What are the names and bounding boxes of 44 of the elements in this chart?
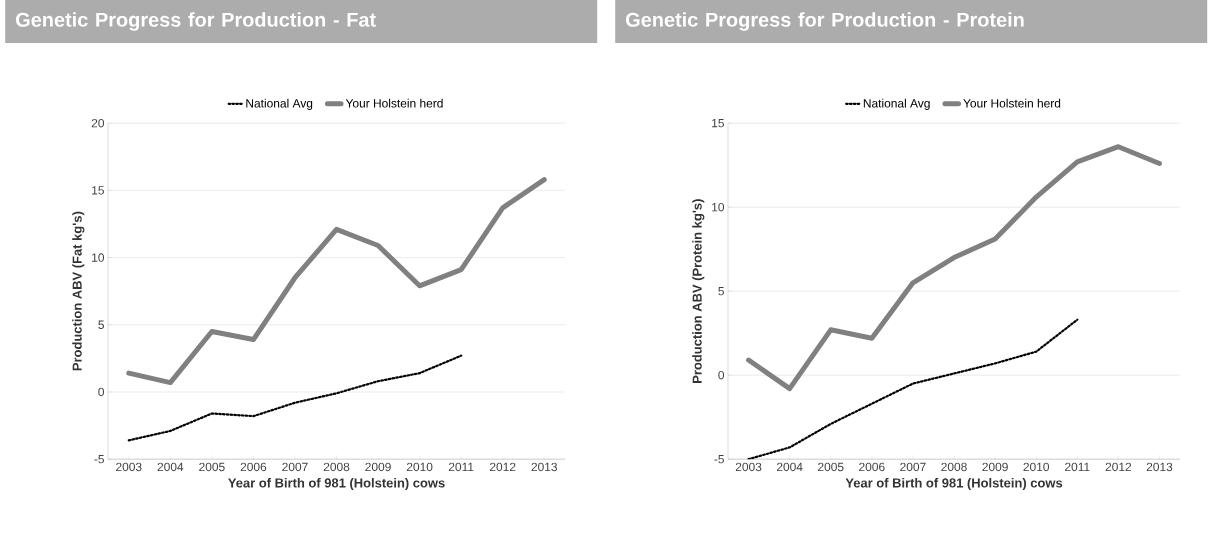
x-tick-label: 2009 [982, 462, 1008, 472]
x-axis-title: Year of Birth of 981 (Holstein) cows [228, 477, 445, 490]
x-tick-label: 2004 [157, 462, 184, 472]
x-tick-label: 2005 [199, 462, 225, 472]
x-tick-label: 2011 [1065, 462, 1090, 472]
x-tick-label: 2011 [448, 462, 474, 472]
x-tick-label: 2013 [1146, 462, 1173, 472]
y-tick-label: 20 [91, 118, 105, 128]
chart-title: Genetic Progress for Production - Protein [626, 12, 1024, 31]
y-axis-title: Production ABV (Fat kg's) [72, 211, 85, 371]
x-tick-label: 2003 [116, 462, 142, 472]
x-tick-label: 2007 [282, 462, 308, 472]
y-tick-label: 5 [718, 286, 724, 296]
legend-label: Your Holstein herd [345, 98, 443, 108]
y-tick-label: 0 [718, 370, 725, 380]
x-tick-label: 2013 [531, 462, 558, 472]
x-axis-title: Year of Birth of 981 (Holstein) cows [845, 477, 1063, 490]
y-tick-label: -5 [714, 454, 724, 464]
x-tick-label: 2010 [1023, 462, 1050, 472]
legend-label: National Avg [863, 98, 930, 110]
x-tick-label: 2009 [365, 462, 391, 472]
x-tick-label: 2004 [776, 462, 803, 472]
x-tick-label: 2008 [323, 462, 350, 472]
y-tick-label: 10 [712, 202, 725, 212]
legend-label: National Avg [246, 98, 313, 110]
y-tick-label: 5 [98, 320, 104, 329]
line-series [127, 354, 463, 442]
y-tick-label: -5 [94, 454, 104, 464]
x-tick-label: 2012 [1105, 462, 1132, 472]
x-tick-label: 2010 [406, 462, 433, 472]
x-tick-label: 2006 [240, 462, 267, 472]
x-tick-label: 2003 [735, 462, 762, 472]
x-tick-label: 2008 [941, 462, 967, 472]
y-axis-title: Production ABV (Protein kg's) [692, 199, 705, 383]
legend-label: Your Holstein herd [963, 98, 1061, 108]
y-tick-label: 15 [712, 118, 724, 128]
chart-title: Genetic Progress for Production - Fat [16, 12, 376, 31]
x-tick-label: 2007 [900, 462, 926, 472]
y-tick-label: 10 [92, 253, 105, 262]
x-tick-label: 2012 [489, 462, 516, 472]
x-tick-label: 2006 [859, 462, 885, 472]
y-tick-label: 0 [98, 387, 105, 397]
y-tick-label: 15 [92, 186, 104, 195]
x-tick-label: 2005 [818, 462, 844, 472]
